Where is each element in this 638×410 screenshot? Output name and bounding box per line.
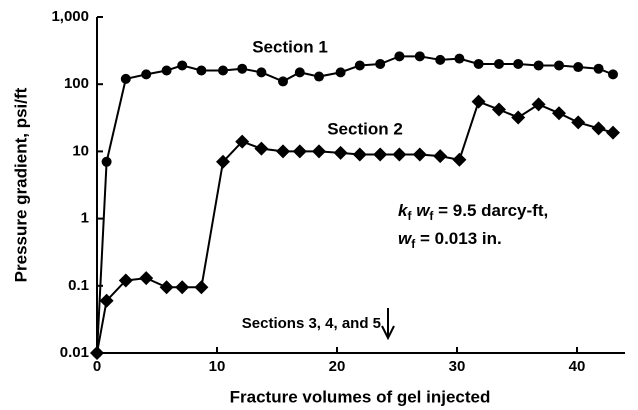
series-line	[96, 100, 614, 354]
marker	[433, 149, 448, 164]
annotation-part: w	[398, 229, 413, 248]
y-tick-label: 1,000	[51, 8, 89, 25]
annotation-part: f	[407, 209, 412, 223]
y-tick-label: 1	[81, 210, 89, 227]
y-axis-label: Pressure gradient, psi/ft	[11, 87, 30, 282]
marker	[335, 67, 346, 78]
annotation: kf wf = 9.5 darcy-ft,	[398, 201, 548, 223]
marker	[414, 51, 425, 62]
marker	[333, 145, 348, 160]
y-tick-label: 100	[64, 75, 89, 92]
marker	[373, 147, 388, 162]
marker	[392, 147, 407, 162]
marker	[120, 73, 131, 84]
marker	[237, 63, 248, 74]
annotation-part: = 9.5 darcy-ft,	[433, 201, 548, 220]
marker	[99, 293, 114, 308]
series-label: Section 2	[327, 119, 403, 138]
y-tick-label: 0.1	[68, 277, 89, 294]
x-axis-label: Fracture volumes of gel injected	[230, 387, 491, 406]
marker	[216, 154, 230, 169]
marker	[177, 60, 188, 71]
annotation-part: k	[398, 201, 409, 220]
x-tick-label: 40	[569, 358, 586, 375]
y-tick-label: 0.01	[60, 344, 89, 361]
annotation-part: f	[411, 237, 416, 251]
marker	[159, 280, 174, 295]
marker	[292, 144, 307, 159]
x-tick-label: 20	[329, 358, 346, 375]
marker	[312, 144, 326, 159]
x-tick-label: 0	[93, 358, 101, 375]
marker	[531, 97, 546, 112]
annotation: Sections 3, 4, and 5	[242, 315, 381, 332]
marker	[492, 102, 506, 117]
series-line	[96, 55, 614, 354]
marker	[471, 94, 486, 109]
marker	[571, 115, 586, 130]
annotation-part: = 0.013 in.	[415, 229, 501, 248]
marker	[314, 71, 324, 82]
marker	[276, 144, 290, 159]
marker	[354, 60, 365, 71]
marker	[452, 152, 467, 167]
series-label: Section 1	[252, 37, 328, 56]
arrow-head	[381, 325, 395, 341]
marker	[394, 51, 405, 62]
marker	[513, 58, 524, 69]
marker	[412, 147, 427, 162]
marker	[256, 67, 267, 78]
marker	[196, 65, 207, 76]
marker	[161, 65, 172, 76]
marker	[573, 62, 584, 73]
marker	[533, 60, 544, 71]
marker	[294, 67, 305, 78]
marker	[593, 63, 604, 74]
marker	[254, 141, 269, 156]
x-tick-label: 10	[209, 358, 226, 375]
y-tick-label: 10	[72, 142, 89, 159]
marker	[608, 69, 618, 80]
annotation-part: f	[429, 209, 434, 223]
marker	[235, 134, 250, 149]
marker	[435, 54, 446, 65]
marker	[139, 271, 154, 286]
marker	[278, 76, 288, 87]
marker	[218, 65, 228, 76]
x-tick-label: 30	[449, 358, 466, 375]
marker	[552, 106, 566, 121]
marker	[90, 346, 104, 360]
marker	[194, 280, 209, 295]
marker	[141, 69, 152, 80]
marker	[554, 60, 564, 71]
marker	[494, 58, 504, 69]
marker	[591, 121, 606, 136]
marker	[352, 147, 367, 162]
marker	[175, 280, 190, 295]
marker	[118, 273, 133, 288]
annotation-part: w	[411, 201, 431, 220]
marker	[511, 110, 526, 125]
annotation: wf = 0.013 in.	[398, 229, 502, 251]
marker	[454, 53, 465, 64]
marker	[375, 58, 386, 69]
marker	[606, 125, 620, 140]
marker	[101, 156, 112, 167]
marker	[473, 58, 484, 69]
